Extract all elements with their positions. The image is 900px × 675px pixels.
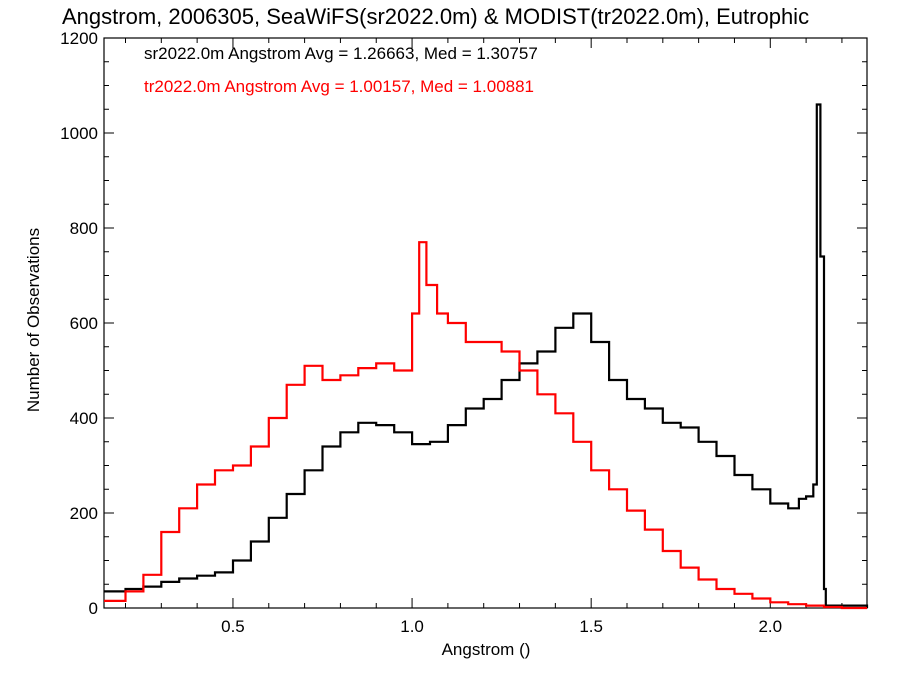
y-tick-label: 400: [70, 409, 98, 428]
x-tick-label: 1.0: [400, 617, 424, 636]
x-tick-label: 0.5: [221, 617, 245, 636]
x-axis-label: Angstrom (): [442, 640, 531, 659]
legend-entry-sr2022: sr2022.0m Angstrom Avg = 1.26663, Med = …: [144, 44, 538, 63]
y-tick-label: 0: [89, 599, 98, 618]
y-tick-label: 200: [70, 504, 98, 523]
series-line-tr2022-0m: [104, 241, 867, 610]
chart-title: Angstrom, 2006305, SeaWiFS(sr2022.0m) & …: [62, 4, 809, 29]
y-tick-label: 600: [70, 314, 98, 333]
plot-frame: [103, 37, 868, 609]
x-tick-label: 2.0: [758, 617, 782, 636]
legend-entry-tr2022: tr2022.0m Angstrom Avg = 1.00157, Med = …: [144, 77, 534, 96]
y-tick-label: 1200: [60, 29, 98, 48]
y-tick-label: 1000: [60, 124, 98, 143]
plot-area: 0.5 1.0 1.5 2.0 0 200 400 600 800 1000 1200: [60, 29, 869, 636]
y-tick-label: 800: [70, 219, 98, 238]
x-tick-label: 1.5: [579, 617, 603, 636]
y-axis-label: Number of Observations: [24, 228, 43, 412]
series-line-sr2022-0m: [104, 103, 869, 608]
